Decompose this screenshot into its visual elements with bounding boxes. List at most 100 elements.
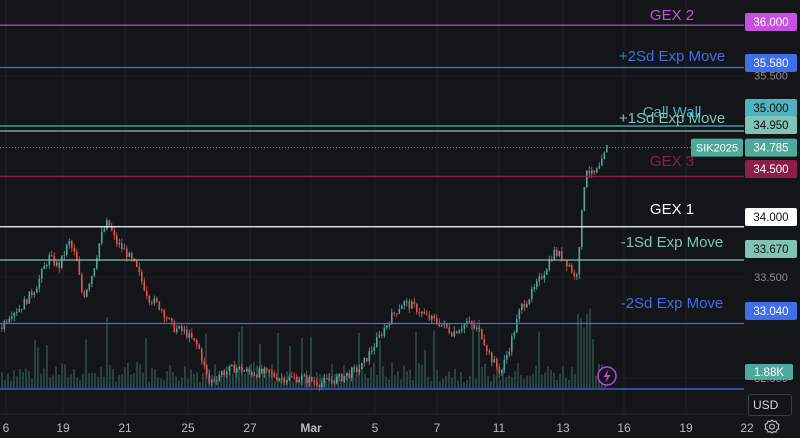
- volume-bar: [292, 381, 294, 388]
- candle: [381, 331, 383, 339]
- volume-bar: [166, 371, 168, 388]
- volume-bar: [451, 377, 453, 388]
- lightning-icon[interactable]: [597, 366, 617, 386]
- candle: [141, 269, 143, 285]
- volume-bar: [289, 346, 291, 388]
- candle: [236, 366, 238, 378]
- candle: [343, 376, 346, 384]
- candle: [508, 347, 511, 357]
- candle: [291, 371, 293, 378]
- volume-bar: [397, 370, 399, 388]
- candle: [546, 268, 548, 275]
- candle: [321, 378, 323, 390]
- level--1sd-exp-move[interactable]: +1Sd Exp Move 34.950: [0, 110, 797, 134]
- volume-bar: [229, 363, 231, 388]
- candle: [423, 308, 426, 315]
- candle: [473, 319, 476, 330]
- candle: [486, 344, 488, 356]
- candle: [13, 311, 16, 322]
- candle: [541, 273, 543, 280]
- level-gex-3[interactable]: GEX 3 34.500: [0, 153, 797, 178]
- volume-bar: [73, 368, 75, 388]
- volume-bar: [169, 365, 171, 388]
- candle: [431, 314, 433, 325]
- volume-bar: [529, 375, 531, 388]
- volume-bar: [382, 366, 384, 388]
- volume-bar: [262, 368, 264, 388]
- candle: [518, 308, 521, 323]
- candle: [73, 243, 76, 256]
- volume-bars: [1, 308, 606, 388]
- level-price-tag: 34.950: [753, 120, 788, 132]
- candle: [181, 324, 183, 335]
- candle: [606, 144, 608, 153]
- volume-bar: [247, 367, 249, 388]
- candle: [113, 226, 116, 240]
- candle: [501, 369, 503, 376]
- level-gex-2[interactable]: GEX 2 36.000: [0, 7, 797, 31]
- candle: [81, 272, 83, 294]
- symbol-tag: [691, 138, 743, 157]
- time-tick-label: 7: [434, 421, 441, 435]
- candle: [233, 360, 236, 373]
- level--2sd-exp-move[interactable]: +2Sd Exp Move 35.580: [0, 48, 797, 72]
- candle: [448, 323, 451, 335]
- currency-selector[interactable]: USD: [748, 394, 792, 416]
- candle: [348, 369, 351, 379]
- candle: [536, 278, 538, 291]
- candle: [136, 260, 138, 268]
- level-price-tag: 36.000: [753, 17, 788, 29]
- volume-bar: [457, 380, 459, 388]
- candle: [383, 323, 386, 339]
- candle: [23, 296, 26, 310]
- candle: [138, 262, 141, 277]
- candle: [513, 330, 516, 340]
- volume-bar: [7, 373, 9, 388]
- candle: [126, 245, 128, 263]
- level-label: GEX 3: [650, 153, 694, 170]
- volume-bar: [67, 377, 69, 388]
- candle: [493, 355, 496, 363]
- candle: [453, 326, 456, 338]
- level-price-tag: 34.500: [753, 164, 788, 176]
- volume-bar: [154, 368, 156, 388]
- volume-bar: [472, 322, 474, 388]
- volume-bar: [277, 332, 279, 388]
- volume-bar: [535, 365, 537, 388]
- volume-bar: [85, 339, 87, 388]
- volume-bar: [220, 375, 222, 388]
- candle: [193, 337, 196, 342]
- volume-bar: [112, 369, 114, 388]
- candle: [128, 251, 131, 258]
- price-axis[interactable]: 35.50033.50032.50036.00035.58035.00034.9…: [691, 0, 800, 390]
- volume-bar: [19, 368, 21, 388]
- candle: [28, 291, 31, 304]
- volume-bar: [151, 367, 153, 388]
- volume-bar: [430, 380, 432, 388]
- volume-bar: [160, 378, 162, 388]
- candle: [376, 332, 378, 348]
- level-gex-1[interactable]: GEX 1 34.000: [0, 201, 797, 228]
- volume-bar: [580, 318, 582, 388]
- volume-bar: [163, 380, 165, 388]
- volume-bar: [133, 373, 135, 388]
- volume-bar: [178, 380, 180, 388]
- time-axis[interactable]: 6 19 21 25 27 Mar 5 7 11 13 16 19 22: [0, 388, 754, 438]
- volume-bar: [307, 378, 309, 388]
- time-tick-label: Mar: [300, 421, 322, 435]
- volume-bar: [514, 371, 516, 388]
- candle: [288, 373, 291, 382]
- volume-bar: [412, 380, 414, 388]
- candle: [273, 370, 276, 379]
- candle: [451, 331, 453, 337]
- volume-bar: [373, 362, 375, 388]
- candle: [413, 297, 416, 308]
- volume-bar: [142, 372, 144, 388]
- volume-bar: [244, 373, 246, 388]
- candle: [543, 271, 546, 283]
- gear-icon[interactable]: [763, 418, 781, 436]
- volume-bar: [250, 363, 252, 388]
- candle: [71, 239, 73, 252]
- volume-bar: [352, 367, 354, 388]
